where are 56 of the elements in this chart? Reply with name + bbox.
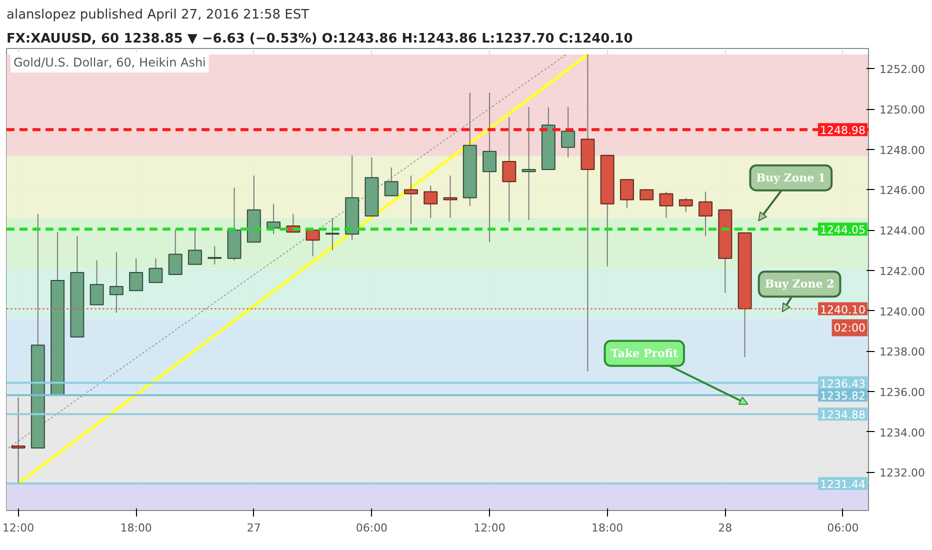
x-tick-label: 06:00 [827,522,859,534]
candlestick [678,197,693,212]
y-tick-label: 1244.00 [880,224,925,238]
annotation: Take Profit [610,346,679,360]
y-tick-label: 1242.00 [880,264,925,278]
candlestick [443,175,458,218]
ref-line-label: 1248.98 [820,124,866,138]
candlestick [620,179,634,208]
candlestick [168,230,182,275]
candlestick [148,258,163,284]
candlestick [384,167,398,196]
ref-line-label: 1240.10 [820,303,866,316]
annotation: Buy Zone 1 [756,171,826,184]
y-tick-label: 1238.00 [880,346,925,359]
x-tick-label: 06:00 [356,522,388,534]
x-tick-label: 18:00 [120,522,152,534]
y-tick-label: 1248.00 [880,144,925,157]
candlestick [561,106,576,158]
x-tick-label: 12:00 [474,522,506,534]
candlestick [129,258,144,292]
candlestick [188,230,202,265]
candlestick [424,185,438,218]
candlestick [640,189,654,200]
annotation: Gold/U.S. Dollar, 60, Heikin Ashi [14,56,206,70]
y-tick-label: 1232.00 [880,466,925,480]
y-tick-label: 1236.00 [880,386,925,399]
candlestick [482,92,497,243]
candlestick [109,252,124,314]
candlestick [11,397,26,485]
candlestick [266,203,281,235]
candlestick [404,175,418,225]
candlestick [522,106,536,220]
candlestick [502,116,516,222]
y-tick-label: 1234.00 [880,426,925,440]
candlestick [90,260,104,306]
candlestick [659,191,674,218]
annotation: Buy Zone 2 [764,278,834,291]
candlestick [698,191,713,237]
y-tick-label: 1240.00 [880,305,925,318]
y-tick-label: 1246.00 [880,184,925,198]
annotation: 02:00 [834,321,866,334]
candlestick [306,230,320,257]
y-tick-label: 1250.00 [880,104,925,117]
y-tick-label: 1252.00 [880,63,925,76]
candlestick [208,246,222,265]
x-tick-label: 28 [718,522,732,534]
ref-line-label: 1236.43 [820,377,866,390]
x-tick-label: 12:00 [2,522,34,534]
x-tick-label: 18:00 [591,522,624,534]
ref-line-label: 1234.88 [820,408,866,422]
ref-line-label: 1244.05 [820,224,866,237]
ref-line-label: 1231.44 [820,478,866,491]
x-tick-label: 27 [246,522,261,534]
ref-line-label: 1235.82 [820,390,866,403]
chart-subtitle: alanslopez published April 27, 2016 21:58 EST [6,8,310,22]
chart-title: FX:XAUUSD, 60 1238.85 ▼ −6.63 (−0.53%) O:1243.86 H:1243.86 L:1237.70 C:1240.10 [6,32,633,46]
